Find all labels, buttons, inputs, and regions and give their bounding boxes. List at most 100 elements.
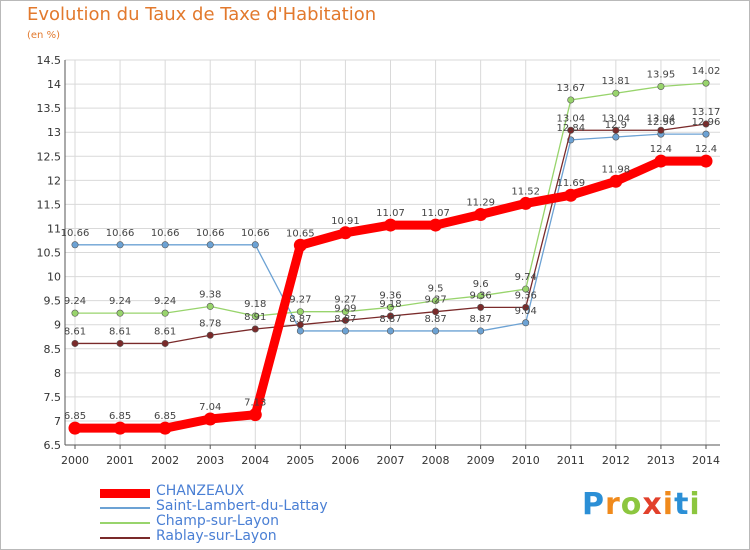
data-label: 13.81 (602, 76, 631, 87)
data-label: 13.17 (692, 107, 721, 118)
data-point (522, 319, 530, 327)
legend-swatch (100, 537, 150, 539)
data-point (251, 312, 259, 320)
data-label: 8.87 (379, 314, 401, 325)
data-label: 13.04 (647, 113, 676, 124)
data-label: 11.69 (556, 178, 585, 189)
data-label: 8.78 (199, 318, 221, 329)
data-point (386, 327, 394, 335)
data-label: 13.04 (602, 113, 631, 124)
data-point (522, 303, 530, 311)
data-point (567, 126, 575, 134)
y-tick-label: 8.5 (44, 343, 62, 356)
data-point (432, 308, 440, 316)
data-label: 14.02 (692, 66, 721, 77)
data-point (251, 325, 259, 333)
data-point (386, 312, 394, 320)
legend-label: Champ-sur-Layon (156, 513, 279, 529)
data-label: 8.87 (470, 314, 492, 325)
data-label: 12.4 (695, 144, 717, 155)
data-label: 7.13 (244, 398, 266, 409)
y-tick-label: 11.5 (37, 198, 62, 211)
proxiti-logo: Proxiti (582, 487, 701, 522)
data-point (251, 241, 259, 249)
data-label: 8.61 (64, 326, 86, 337)
data-label: 7.04 (199, 402, 221, 413)
data-point (206, 302, 214, 310)
logo-letter: x (642, 487, 663, 522)
data-label: 11.98 (602, 164, 631, 175)
data-point (654, 154, 668, 168)
data-point (477, 292, 485, 300)
data-point (68, 421, 82, 435)
data-label: 10.66 (61, 228, 90, 239)
x-tick-label: 2013 (647, 454, 675, 467)
data-label: 10.66 (241, 228, 270, 239)
data-point (161, 339, 169, 347)
data-label: 10.91 (331, 216, 360, 227)
data-point (341, 327, 349, 335)
data-point (702, 120, 710, 128)
data-point (612, 133, 620, 141)
data-point (161, 309, 169, 317)
data-point (71, 241, 79, 249)
data-label: 11.52 (511, 186, 540, 197)
x-tick-label: 2010 (512, 454, 540, 467)
y-tick-label: 6.5 (44, 439, 62, 452)
y-tick-label: 13 (47, 126, 61, 139)
legend-label: CHANZEAUX (156, 483, 245, 499)
y-tick-label: 11 (47, 222, 61, 235)
y-tick-label: 8 (54, 367, 61, 380)
data-label: 9.18 (379, 299, 401, 310)
x-tick-label: 2002 (151, 454, 179, 467)
x-tick-label: 2003 (196, 454, 224, 467)
data-label: 6.85 (109, 411, 131, 422)
y-axis-unit: (en %) (27, 30, 60, 41)
y-tick-label: 14.5 (37, 54, 62, 67)
data-point (477, 303, 485, 311)
logo-letter: i (689, 487, 701, 522)
data-point (341, 308, 349, 316)
x-tick-label: 2006 (331, 454, 359, 467)
data-point (71, 339, 79, 347)
x-tick-label: 2001 (106, 454, 134, 467)
legend-swatch (100, 488, 150, 498)
y-tick-label: 7.5 (44, 391, 62, 404)
data-label: 8.61 (109, 326, 131, 337)
data-point (699, 154, 713, 168)
data-point (519, 196, 533, 210)
logo-letter: t (674, 487, 690, 522)
data-label: 13.67 (556, 83, 585, 94)
x-tick-label: 2000 (61, 454, 89, 467)
data-label: 8.87 (289, 314, 311, 325)
y-tick-label: 7 (54, 415, 61, 428)
data-point (384, 218, 397, 232)
data-label: 12.96 (647, 117, 676, 128)
data-point (432, 297, 440, 305)
data-point (657, 126, 665, 134)
data-point (293, 238, 307, 252)
logo-letter: P (582, 487, 605, 522)
data-label: 8.87 (334, 314, 356, 325)
data-label: 9.24 (64, 296, 86, 307)
x-tick-label: 2014 (692, 454, 720, 467)
data-label: 13.95 (647, 69, 676, 80)
data-point (609, 174, 623, 188)
data-point (248, 408, 262, 422)
data-point (567, 96, 575, 104)
data-label: 9.24 (154, 296, 176, 307)
data-point (474, 207, 488, 221)
data-point (296, 327, 304, 335)
data-label: 9.6 (473, 279, 489, 290)
data-point (612, 89, 620, 97)
chart-title: Evolution du Taux de Taxe d'Habitation (27, 4, 377, 25)
legend-swatch (100, 507, 150, 509)
x-tick-label: 2007 (377, 454, 405, 467)
data-label: 9.04 (515, 306, 537, 317)
data-label: 8.87 (424, 314, 446, 325)
data-point (477, 327, 485, 335)
y-tick-label: 9.5 (44, 295, 62, 308)
data-point (657, 82, 665, 90)
data-label: 10.65 (286, 228, 315, 239)
data-point (702, 79, 710, 87)
